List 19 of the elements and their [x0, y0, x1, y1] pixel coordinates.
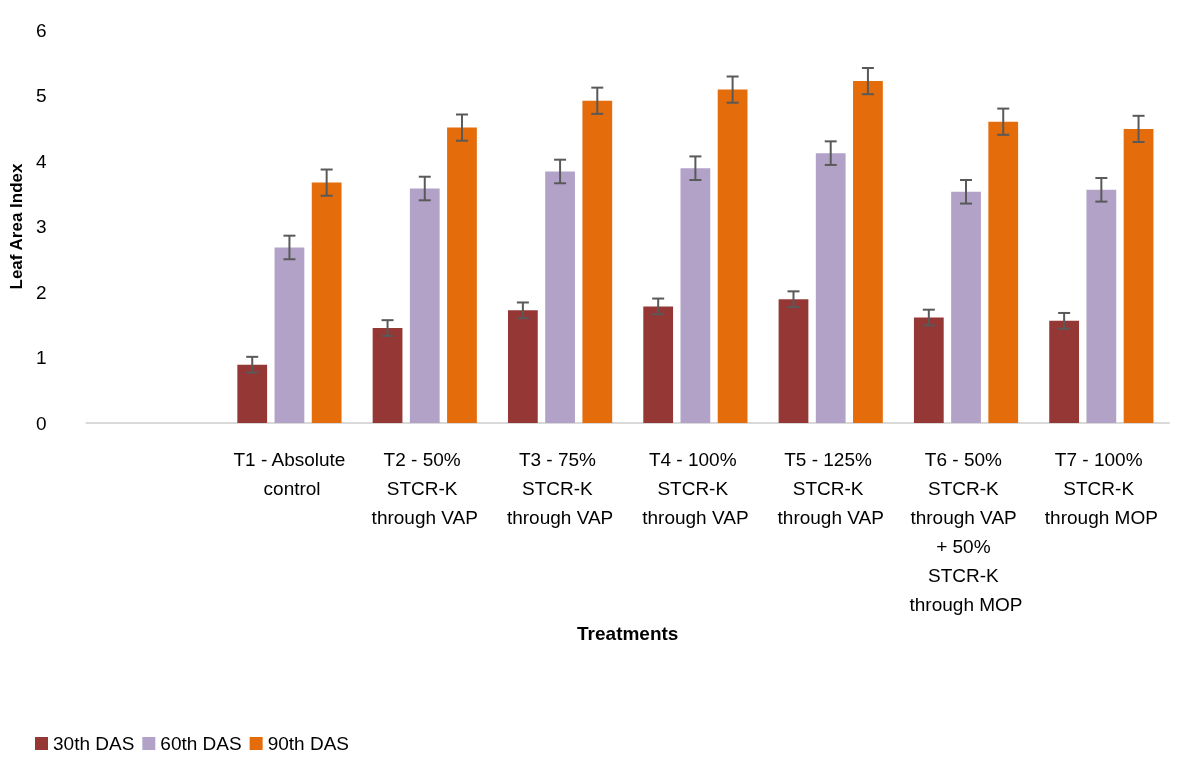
- y-axis-title: Leaf Area Index: [7, 162, 26, 290]
- y-tick-label: 6: [35, 19, 47, 41]
- legend-label: 30th DAS: [53, 733, 135, 754]
- x-tick-label: T3 - 75% STCR-K through VAP: [506, 449, 614, 528]
- x-tick-label: T6 - 50% STCR-K through VAP + 50% STCR-K through MOP: [909, 449, 1023, 615]
- x-tick-label: T5 - 125% STCR-K through VAP: [777, 449, 884, 528]
- y-tick-label: 1: [35, 347, 47, 368]
- y-tick-label: 4: [35, 150, 47, 172]
- x-tick-label: T4 - 100% STCR-K through VAP: [642, 449, 749, 528]
- y-tick-label: 0: [35, 412, 47, 434]
- legend-label: 60th DAS: [160, 733, 242, 754]
- x-tick-label: T1 - Absolute control: [233, 449, 346, 499]
- x-tick-label: T2 - 50% STCR-K through VAP: [371, 449, 478, 528]
- x-tick-label: T7 - 100% STCR-K through MOP: [1044, 449, 1158, 528]
- y-tick-label: 2: [35, 281, 47, 303]
- y-tick-label: 3: [35, 216, 47, 237]
- x-axis-title: Treatments: [577, 622, 679, 644]
- y-tick-label: 5: [35, 85, 47, 106]
- legend-label: 90th DAS: [267, 733, 349, 754]
